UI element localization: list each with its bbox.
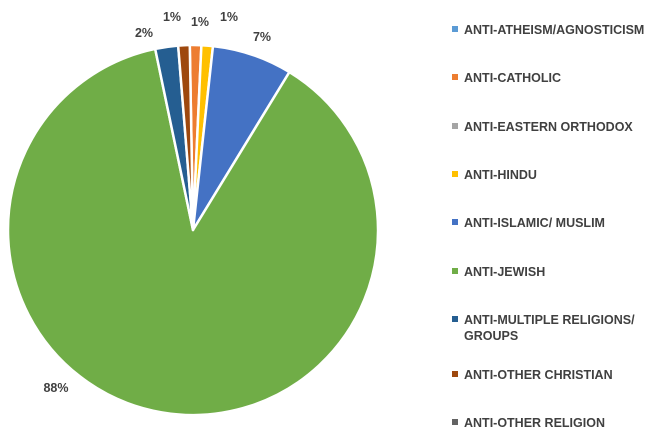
pie-slice-anti-other-christian [176, 43, 195, 232]
legend-label: ANTI-EASTERN ORTHODOX [464, 120, 633, 134]
legend-label: ANTI-MULTIPLE RELIGIONS/ GROUPS [464, 313, 635, 343]
data-label-anti-islamic-muslim: 7% [253, 30, 271, 44]
legend-item: ANTI-ATHEISM/AGNOSTICISM [452, 22, 664, 38]
legend-item: ANTI-OTHER RELIGION [452, 415, 664, 431]
pie-slice-anti-jewish [6, 47, 380, 417]
legend-swatch [452, 316, 458, 322]
legend-label: ANTI-JEWISH [464, 265, 546, 279]
legend-label: ANTI-OTHER CHRISTIAN [464, 368, 613, 382]
legend-label: ANTI-CATHOLIC [464, 71, 561, 85]
legend-item: ANTI-ISLAMIC/ MUSLIM [452, 215, 664, 231]
legend-swatch [452, 26, 458, 32]
legend-swatch [452, 268, 458, 274]
legend-item: ANTI-MULTIPLE RELIGIONS/ GROUPS [452, 312, 664, 344]
data-label-anti-catholic: 1% [191, 15, 209, 29]
legend-swatch [452, 371, 458, 377]
legend-swatch [452, 419, 458, 425]
legend-label: ANTI-ISLAMIC/ MUSLIM [464, 216, 605, 230]
data-label-anti-hindu: 1% [220, 10, 238, 24]
legend-item: ANTI-JEWISH [452, 264, 664, 280]
legend-item: ANTI-CATHOLIC [452, 70, 664, 86]
legend-label: ANTI-ATHEISM/AGNOSTICISM [464, 23, 645, 37]
legend-label: ANTI-OTHER RELIGION [464, 416, 605, 430]
legend-item: ANTI-OTHER CHRISTIAN [452, 367, 664, 383]
data-label-anti-jewish: 88% [43, 381, 68, 395]
data-label-anti-multiple-religions-groups: 2% [135, 26, 153, 40]
legend-item: ANTI-EASTERN ORTHODOX [452, 119, 664, 135]
legend-swatch [452, 171, 458, 177]
legend-label: ANTI-HINDU [464, 168, 537, 182]
legend-swatch [452, 123, 458, 129]
legend-swatch [452, 219, 458, 225]
legend-swatch [452, 74, 458, 80]
data-label-anti-other-christian: 1% [163, 10, 181, 24]
legend-item: ANTI-HINDU [452, 167, 664, 183]
